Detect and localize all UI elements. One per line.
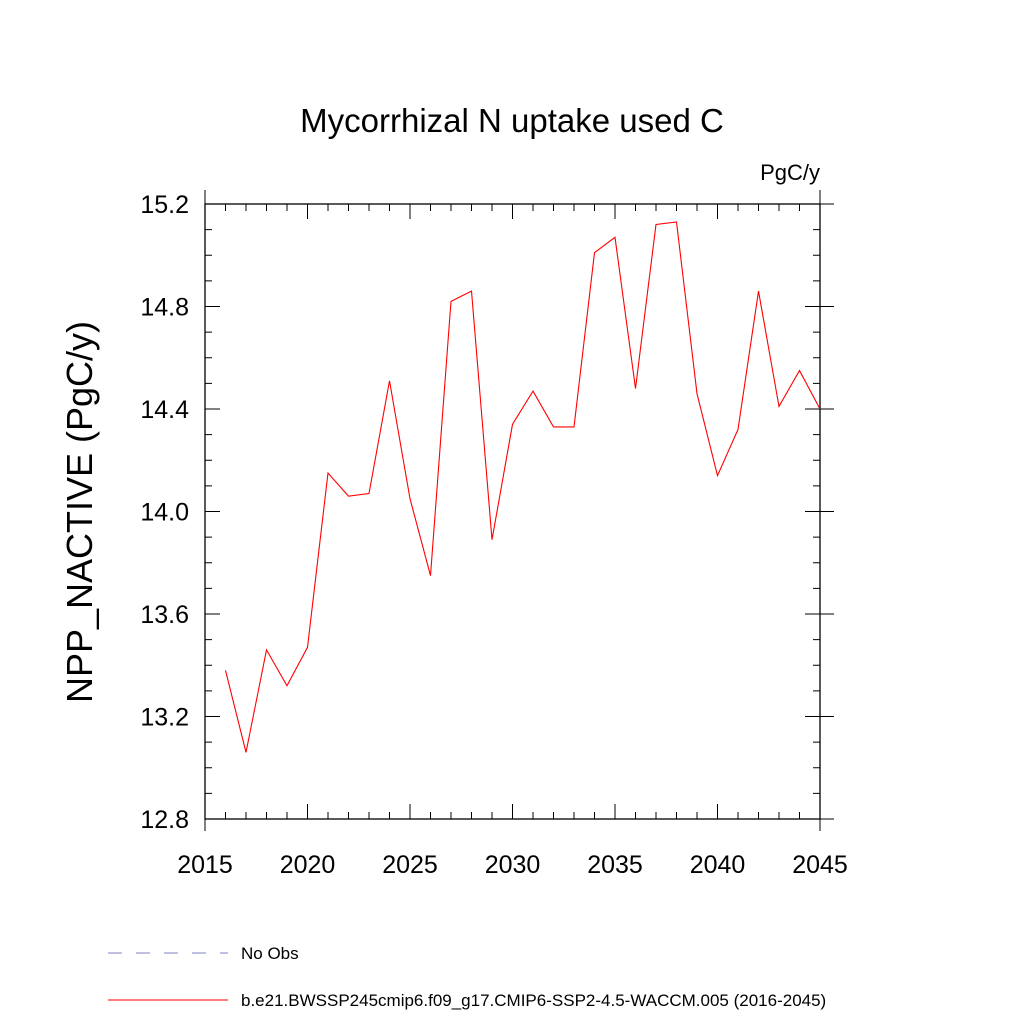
data-point [614, 237, 615, 238]
data-point [450, 301, 451, 302]
chart-title: Mycorrhizal N uptake used C [300, 102, 724, 139]
x-tick-label: 2040 [690, 851, 746, 879]
units-label: PgC/y [760, 160, 820, 185]
data-point [225, 670, 226, 671]
x-tick-label: 2045 [792, 851, 848, 879]
x-tick-label: 2015 [177, 851, 233, 879]
data-point [696, 393, 697, 394]
y-tick-label: 14.4 [140, 396, 189, 424]
data-point [737, 429, 738, 430]
legend-label: No Obs [241, 944, 299, 963]
data-point [594, 252, 595, 253]
data-point [327, 472, 328, 473]
y-tick-label: 13.2 [140, 704, 189, 732]
plot-frame [204, 203, 821, 820]
data-point [368, 493, 369, 494]
x-tick-label: 2030 [485, 851, 541, 879]
data-point [819, 408, 820, 409]
data-point [430, 575, 431, 576]
y-tick-label: 14.8 [140, 294, 189, 322]
y-tick-label: 12.8 [140, 806, 189, 834]
data-point [799, 370, 800, 371]
data-point [717, 475, 718, 476]
data-point [409, 498, 410, 499]
y-axis-label: NPP_NACTIVE (PgC/y) [59, 321, 100, 703]
x-tick-label: 2035 [587, 851, 643, 879]
y-tick-label: 15.2 [140, 191, 189, 219]
data-point [491, 539, 492, 540]
data-point [532, 390, 533, 391]
data-point [655, 224, 656, 225]
data-point [573, 426, 574, 427]
data-point [758, 291, 759, 292]
x-tick-label: 2025 [382, 851, 438, 879]
data-point [676, 221, 677, 222]
data-point [307, 647, 308, 648]
data-point [389, 380, 390, 381]
series-line [224, 221, 821, 753]
data-point [635, 388, 636, 389]
data-point [778, 406, 779, 407]
data-point [348, 496, 349, 497]
y-tick-label: 13.6 [140, 601, 189, 629]
data-point [512, 424, 513, 425]
y-tick-label: 14.0 [140, 499, 189, 527]
data-point [286, 685, 287, 686]
data-point [245, 752, 246, 753]
x-tick-label: 2020 [280, 851, 336, 879]
legend-label: b.e21.BWSSP245cmip6.f09_g17.CMIP6-SSP2-4… [241, 991, 826, 1010]
data-point [553, 426, 554, 427]
data-point [471, 291, 472, 292]
data-point [266, 649, 267, 650]
